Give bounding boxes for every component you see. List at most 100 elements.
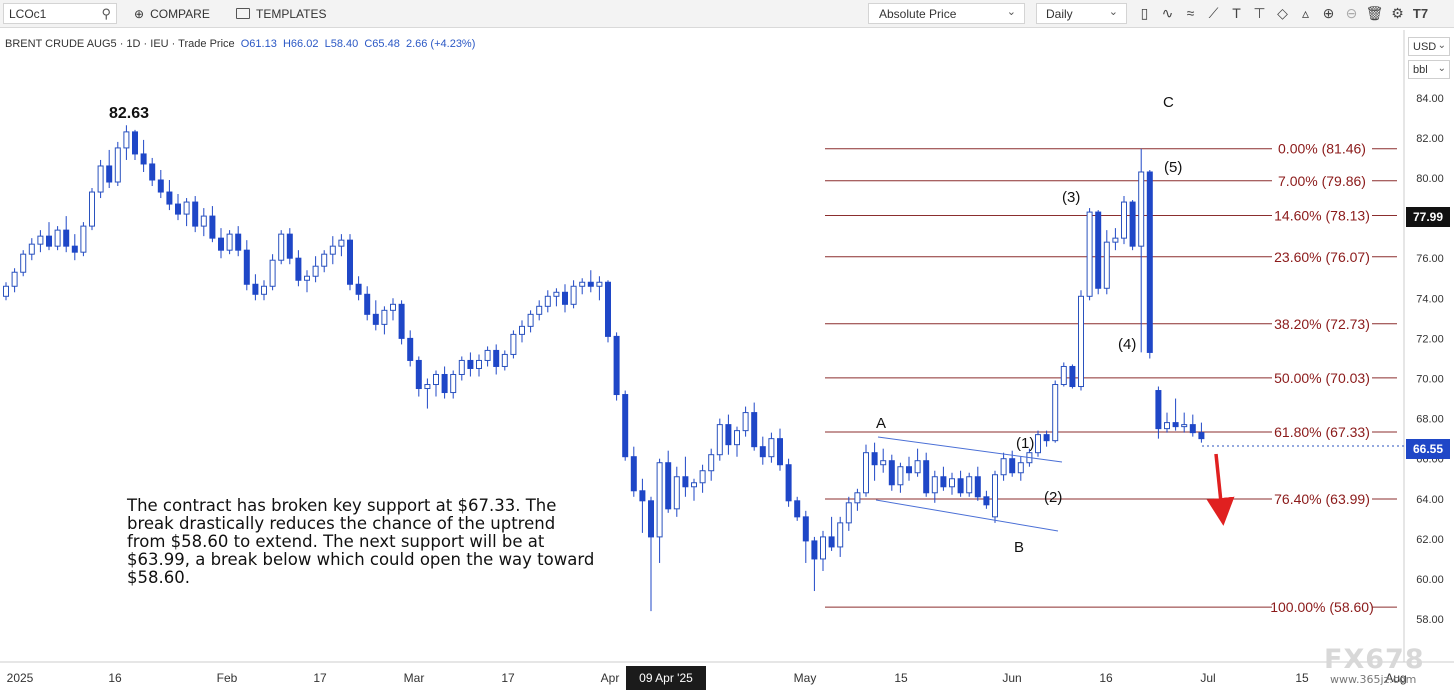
candle-up xyxy=(114,147,121,183)
candle-up xyxy=(931,476,938,494)
candle-up xyxy=(1035,434,1041,454)
candle-up xyxy=(880,460,887,466)
candle-down xyxy=(1043,434,1050,442)
marked-price-badge xyxy=(1406,207,1450,227)
candle-style-icon[interactable]: ▯ xyxy=(1140,4,1149,21)
candle-up xyxy=(381,309,388,325)
shape-tool-icon[interactable]: ◇ xyxy=(1277,4,1288,21)
y-tick-label: 78.00 xyxy=(1416,213,1444,225)
wave-2-label: (2) xyxy=(1044,489,1062,506)
candle-up xyxy=(716,424,723,456)
fib-level-label: 23.60% (76.07) xyxy=(1274,249,1370,265)
high-value: H66.02 xyxy=(282,38,319,50)
candle-up xyxy=(269,259,276,287)
y-tick-label: 82.00 xyxy=(1416,133,1444,145)
candle-down xyxy=(811,540,818,560)
fib-level-label: 50.00% (70.03) xyxy=(1274,370,1370,386)
interval-select[interactable]: Daily ⌄ xyxy=(1036,3,1127,24)
instrument-info: BRENT CRUDE AUG5 · 1D · IEU · Trade Pric… xyxy=(5,38,475,50)
wave-icon[interactable]: ≈ xyxy=(1186,5,1195,21)
indicators-icon[interactable]: ∿ xyxy=(1161,4,1174,21)
delete-icon[interactable]: 🗑 xyxy=(1365,4,1384,21)
candle-up xyxy=(433,373,439,386)
candle-down xyxy=(209,215,216,239)
currency-value: USD xyxy=(1413,40,1437,53)
candle-down xyxy=(415,359,422,390)
x-tick-label: Feb xyxy=(217,671,238,685)
candle-up xyxy=(1164,422,1170,430)
candle-up xyxy=(897,466,904,486)
candle-up xyxy=(304,275,310,281)
y-tick-label: 58.00 xyxy=(1416,614,1444,626)
x-tick-label: May xyxy=(794,671,817,685)
change-value: 2.66 (+4.23%) xyxy=(405,38,476,50)
candle-up xyxy=(1026,452,1033,464)
candle-up xyxy=(1017,462,1024,474)
candle-up xyxy=(424,384,431,390)
zoom-out-icon[interactable]: ⊖ xyxy=(1345,4,1358,21)
symbol-search[interactable]: LCOc1 ⚲ xyxy=(3,3,117,24)
symbol-input[interactable]: LCOc1 xyxy=(9,6,47,21)
fib-level-label: 0.00% (81.46) xyxy=(1278,141,1366,157)
candle-down xyxy=(605,281,611,337)
templates-button[interactable]: TEMPLATES xyxy=(230,3,332,24)
candle-up xyxy=(200,215,207,227)
tool-icons: ▯ ∿ ≈ ⟋ T ⊤ ◇ ▵ ⊕ ⊖ 🗑 ⚙ T7 xyxy=(1134,2,1431,24)
candle-up xyxy=(820,536,826,560)
candle-down xyxy=(1095,211,1102,289)
candle-down xyxy=(106,165,113,183)
candle-up xyxy=(553,291,560,297)
y-tick-label: 62.00 xyxy=(1416,534,1444,546)
shapes-icon[interactable]: ▵ xyxy=(1301,4,1310,21)
candle-down xyxy=(759,446,766,458)
candle-up xyxy=(914,460,921,474)
time-axis: 2025 16 Feb 17 Mar 17 Apr May 15 Jun 16 Jul 15 Aug xyxy=(7,671,1407,685)
currency-select[interactable]: USD ⌄ xyxy=(1408,37,1450,56)
plus-circle-icon: ⊕ xyxy=(134,6,145,21)
candle-down xyxy=(665,462,672,510)
crosshair-date-tag: 09 Apr '25 xyxy=(626,666,706,690)
fib-level-label: 38.20% (72.73) xyxy=(1274,316,1370,332)
compare-button[interactable]: ⊕ COMPARE xyxy=(128,3,216,24)
candle-up xyxy=(278,233,285,261)
candle-down xyxy=(725,424,732,446)
candle-up xyxy=(536,305,543,315)
candle-down xyxy=(923,460,930,494)
unit-select[interactable]: bbl ⌄ xyxy=(1408,60,1450,79)
candle-down xyxy=(132,131,138,155)
x-tick-label: 17 xyxy=(501,671,515,685)
candle-up xyxy=(321,253,328,267)
trendline-tool-icon[interactable]: ⟋ xyxy=(1208,4,1219,21)
candle-down xyxy=(192,201,199,227)
fib-level-label: 100.00% (58.60) xyxy=(1270,599,1374,615)
candle-up xyxy=(527,313,534,327)
candle-down xyxy=(794,500,801,518)
settings-icon[interactable]: ⚙ xyxy=(1391,4,1404,21)
channel-lower-line xyxy=(875,499,1059,532)
zoom-in-icon[interactable]: ⊕ xyxy=(1322,4,1335,21)
candle-down xyxy=(587,281,594,287)
candle-down xyxy=(1198,432,1205,440)
candle-up xyxy=(1078,295,1084,388)
candle-up xyxy=(1052,384,1059,442)
candle-up xyxy=(338,239,345,247)
search-icon[interactable]: ⚲ xyxy=(101,6,111,21)
chevron-down-icon: ⌄ xyxy=(1437,63,1446,74)
candle-down xyxy=(622,394,629,458)
text-tool-icon[interactable]: T xyxy=(1232,5,1241,21)
price-mode-select[interactable]: Absolute Price ⌄ xyxy=(868,3,1025,24)
trendlines xyxy=(875,436,1063,532)
candle-up xyxy=(596,281,603,287)
fib-tool-icon[interactable]: ⊤ xyxy=(1253,4,1266,21)
candle-up xyxy=(708,454,715,472)
candle-down xyxy=(71,245,78,253)
y-tick-label: 74.00 xyxy=(1416,293,1444,305)
y-tick-label: 84.00 xyxy=(1416,93,1444,105)
compare-label: COMPARE xyxy=(150,6,210,21)
candle-up xyxy=(97,165,104,193)
price-axis: 58.00 60.00 62.00 64.00 66.00 68.00 70.00 72.00… xyxy=(1416,93,1444,626)
candle-down xyxy=(1146,171,1153,353)
candle-down xyxy=(785,464,792,502)
candle-down xyxy=(175,203,181,215)
